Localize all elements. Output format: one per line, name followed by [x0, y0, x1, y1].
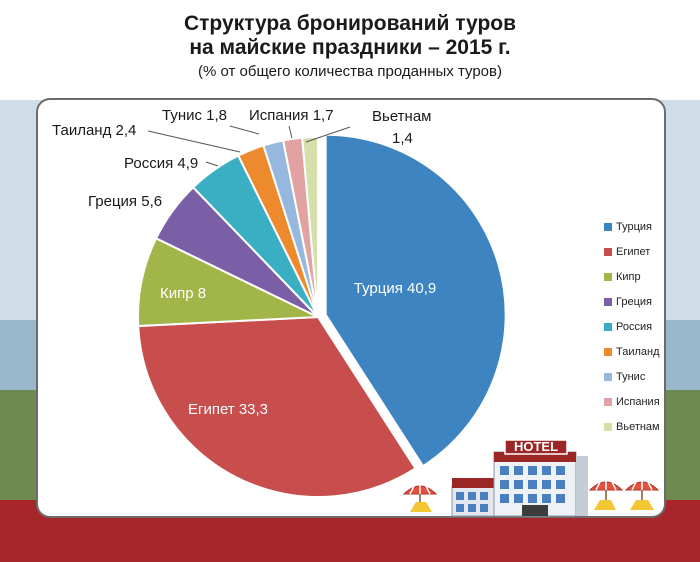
legend-swatch: [604, 222, 612, 231]
legend-swatch: [604, 322, 612, 331]
legend-item-1: Турция: [604, 214, 674, 239]
legend-swatch: [604, 372, 612, 381]
legend-item-7: Тунис: [604, 364, 674, 389]
slice-label-2: Египет 33,3: [188, 401, 268, 418]
umbrella-right-2: [624, 480, 660, 510]
slice-label-4: Греция 5,6: [88, 193, 162, 210]
legend-item-9: Вьетнам: [604, 414, 674, 439]
leader-lines: [147, 125, 351, 167]
slice-label-5: Россия 4,9: [124, 155, 198, 172]
slice-label-8: Испания 1,7: [249, 107, 334, 124]
pie-slices: [137, 133, 507, 498]
slice-labels: Турция 40,9 Египет 33,3 Кипр 8 Греция 5,6 Ро…: [52, 107, 436, 418]
legend-item-8: Испания: [604, 389, 674, 414]
hotel-building: HOTEL: [451, 439, 588, 517]
slice-label-7: Тунис 1,8: [162, 107, 227, 124]
legend-swatch: [604, 347, 612, 356]
hotel-sign: HOTEL: [514, 439, 558, 454]
slice-label-1: Турция 40,9: [354, 280, 436, 297]
pie-slice-3: [137, 236, 319, 328]
legend-swatch: [604, 397, 612, 406]
legend-swatch: [604, 272, 612, 281]
legend-label: Таиланд: [616, 345, 660, 358]
chart-title-block: Структура бронирований туров на майские …: [0, 12, 700, 81]
legend-item-5: Россия: [604, 314, 674, 339]
legend-swatch: [604, 247, 612, 256]
legend-swatch: [604, 297, 612, 306]
background-sky: [0, 0, 700, 100]
pie-slice-9: [301, 135, 319, 318]
legend-item-3: Кипр: [604, 264, 674, 289]
pie-slice-2: [137, 315, 417, 498]
legend-label: Кипр: [616, 270, 641, 283]
legend-item-6: Таиланд: [604, 339, 674, 364]
chart-title-line1: Структура бронирований туров: [183, 12, 517, 35]
legend-label: Египет: [616, 245, 651, 258]
leader-line-9: [305, 126, 351, 143]
leader-line-8: [288, 125, 293, 139]
leader-line-5: [205, 161, 219, 167]
slice-label-9-value: 1,4: [392, 130, 413, 147]
legend-label: Вьетнам: [616, 420, 660, 433]
legend-label: Греция: [616, 295, 652, 308]
legend-item-2: Египет: [604, 239, 674, 264]
pie-slice-1: [324, 133, 507, 468]
leader-line-6: [147, 130, 241, 153]
legend-item-4: Греция: [604, 289, 674, 314]
legend-swatch: [604, 422, 612, 431]
umbrella-left: [402, 484, 438, 512]
umbrella-right-1: [588, 480, 624, 510]
legend-label: Тунис: [616, 370, 646, 383]
legend-label: Турция: [616, 220, 652, 233]
chart-title-line2: на майские праздники – 2015 г.: [189, 36, 511, 59]
hotel-illustration: HOTEL: [402, 439, 660, 517]
legend-label: Испания: [616, 395, 660, 408]
legend-label: Россия: [616, 320, 653, 333]
slice-label-6: Таиланд 2,4: [52, 122, 136, 139]
slice-label-3: Кипр 8: [160, 285, 206, 302]
leader-line-7: [229, 125, 260, 135]
chart-legend: Турция Египет Кипр Греция Россия Таиланд Тунис…: [604, 214, 674, 439]
slice-label-9: Вьетнам: [372, 108, 431, 125]
chart-subtitle: (% от общего количества проданных туров): [198, 63, 502, 80]
